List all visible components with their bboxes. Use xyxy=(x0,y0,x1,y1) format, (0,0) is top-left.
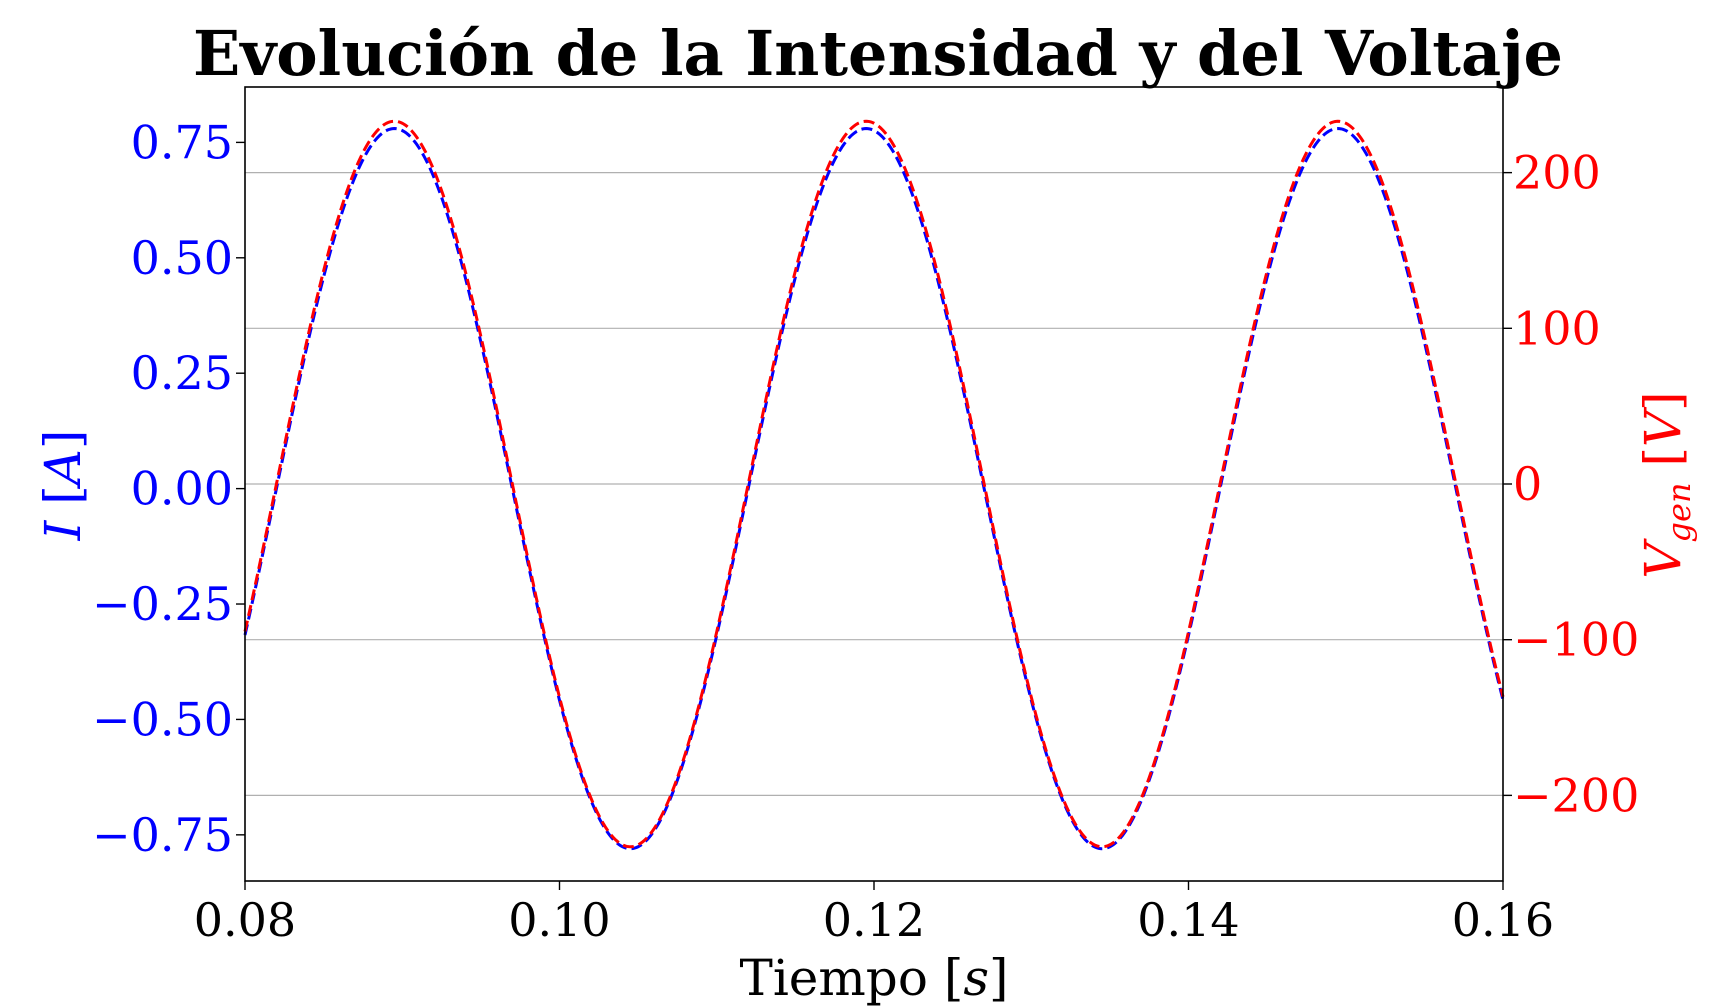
x-axis-label: Tiempo [s] xyxy=(739,949,1008,1006)
series-line-v-gen xyxy=(243,119,1505,849)
chart-title: Evolución de la Intensidad y del Voltaje xyxy=(193,17,1563,90)
series-group xyxy=(243,119,1505,851)
left-tick-label: 0.00 xyxy=(131,462,233,516)
x-tick-label: 0.08 xyxy=(194,893,296,947)
x-tick-label: 0.12 xyxy=(823,893,925,947)
right-tick-label: 200 xyxy=(1513,146,1601,200)
left-tick-label: 0.25 xyxy=(131,346,233,400)
x-tick-label: 0.14 xyxy=(1137,893,1239,947)
left-axis: −0.75 −0.50 −0.25 0.00 0.25 0.50 0.75 xyxy=(92,115,245,862)
right-axis: −200 −100 0 100 200 xyxy=(1503,146,1639,822)
x-tick-label: 0.10 xyxy=(508,893,610,947)
left-tick-label: 0.75 xyxy=(131,115,233,169)
left-tick-label: −0.75 xyxy=(92,808,233,862)
series-line-i xyxy=(243,127,1505,851)
left-tick-label: −0.25 xyxy=(92,577,233,631)
left-axis-label: I [A] xyxy=(34,430,92,542)
right-tick-label: 0 xyxy=(1513,457,1542,511)
left-tick-label: 0.50 xyxy=(131,231,233,285)
right-tick-label: −100 xyxy=(1513,613,1639,667)
x-tick-label: 0.16 xyxy=(1452,893,1554,947)
grid xyxy=(245,172,1503,796)
left-tick-label: −0.50 xyxy=(92,692,233,746)
right-tick-label: −200 xyxy=(1513,768,1639,822)
right-tick-label: 100 xyxy=(1513,301,1601,355)
x-axis: 0.08 0.10 0.12 0.14 0.16 xyxy=(194,881,1554,947)
right-axis-label: Vgen [V] xyxy=(1634,391,1698,578)
